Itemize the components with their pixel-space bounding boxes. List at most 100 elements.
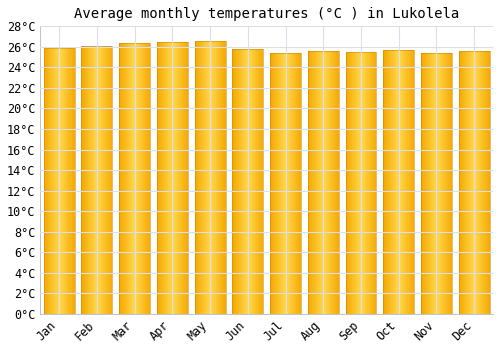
- Bar: [170, 42, 171, 314]
- Bar: [318, 51, 320, 314]
- Bar: [92, 46, 93, 314]
- Bar: [315, 51, 316, 314]
- Bar: [68, 48, 69, 314]
- Bar: [89, 46, 90, 314]
- Bar: [138, 43, 140, 314]
- Bar: [53, 48, 54, 314]
- Bar: [485, 51, 486, 314]
- Bar: [45, 48, 46, 314]
- Bar: [311, 51, 312, 314]
- Bar: [147, 43, 148, 314]
- Bar: [388, 50, 390, 314]
- Bar: [69, 48, 70, 314]
- Bar: [462, 51, 464, 314]
- Bar: [208, 41, 210, 314]
- Bar: [223, 41, 224, 314]
- Bar: [217, 41, 218, 314]
- Bar: [200, 41, 201, 314]
- Bar: [211, 41, 212, 314]
- Bar: [472, 51, 474, 314]
- Bar: [364, 52, 365, 314]
- Bar: [347, 52, 348, 314]
- Bar: [184, 42, 186, 314]
- Bar: [204, 41, 206, 314]
- Bar: [241, 49, 242, 314]
- Bar: [442, 53, 444, 314]
- Bar: [469, 51, 470, 314]
- Bar: [308, 51, 338, 314]
- Bar: [224, 41, 225, 314]
- Bar: [93, 46, 94, 314]
- Bar: [162, 42, 163, 314]
- Bar: [255, 49, 256, 314]
- Bar: [308, 51, 310, 314]
- Bar: [130, 43, 131, 314]
- Bar: [142, 43, 143, 314]
- Bar: [428, 53, 430, 314]
- Bar: [375, 52, 376, 314]
- Bar: [328, 51, 330, 314]
- Bar: [294, 53, 295, 314]
- Bar: [246, 49, 247, 314]
- Bar: [404, 50, 405, 314]
- Bar: [247, 49, 248, 314]
- Bar: [258, 49, 260, 314]
- Bar: [332, 51, 334, 314]
- Bar: [421, 53, 452, 314]
- Bar: [50, 48, 51, 314]
- Bar: [244, 49, 246, 314]
- Bar: [157, 42, 188, 314]
- Bar: [395, 50, 396, 314]
- Bar: [124, 43, 126, 314]
- Bar: [126, 43, 127, 314]
- Bar: [322, 51, 324, 314]
- Bar: [356, 52, 357, 314]
- Bar: [262, 49, 264, 314]
- Bar: [421, 53, 422, 314]
- Bar: [232, 49, 264, 314]
- Bar: [83, 46, 84, 314]
- Bar: [123, 43, 124, 314]
- Bar: [466, 51, 467, 314]
- Bar: [90, 46, 92, 314]
- Bar: [400, 50, 401, 314]
- Bar: [408, 50, 409, 314]
- Bar: [444, 53, 445, 314]
- Bar: [367, 52, 368, 314]
- Bar: [350, 52, 351, 314]
- Bar: [384, 50, 414, 314]
- Bar: [49, 48, 50, 314]
- Bar: [489, 51, 490, 314]
- Bar: [260, 49, 261, 314]
- Bar: [310, 51, 311, 314]
- Bar: [103, 46, 104, 314]
- Bar: [324, 51, 325, 314]
- Bar: [480, 51, 481, 314]
- Bar: [97, 46, 98, 314]
- Bar: [122, 43, 123, 314]
- Bar: [325, 51, 326, 314]
- Bar: [194, 41, 226, 314]
- Bar: [119, 43, 120, 314]
- Bar: [366, 52, 367, 314]
- Bar: [52, 48, 53, 314]
- Bar: [374, 52, 375, 314]
- Bar: [296, 53, 297, 314]
- Bar: [240, 49, 241, 314]
- Bar: [44, 48, 45, 314]
- Bar: [358, 52, 360, 314]
- Bar: [158, 42, 159, 314]
- Bar: [295, 53, 296, 314]
- Bar: [468, 51, 469, 314]
- Bar: [58, 48, 59, 314]
- Bar: [273, 53, 274, 314]
- Bar: [67, 48, 68, 314]
- Bar: [391, 50, 392, 314]
- Bar: [88, 46, 89, 314]
- Bar: [98, 46, 99, 314]
- Bar: [412, 50, 414, 314]
- Bar: [141, 43, 142, 314]
- Bar: [102, 46, 103, 314]
- Bar: [178, 42, 180, 314]
- Bar: [335, 51, 336, 314]
